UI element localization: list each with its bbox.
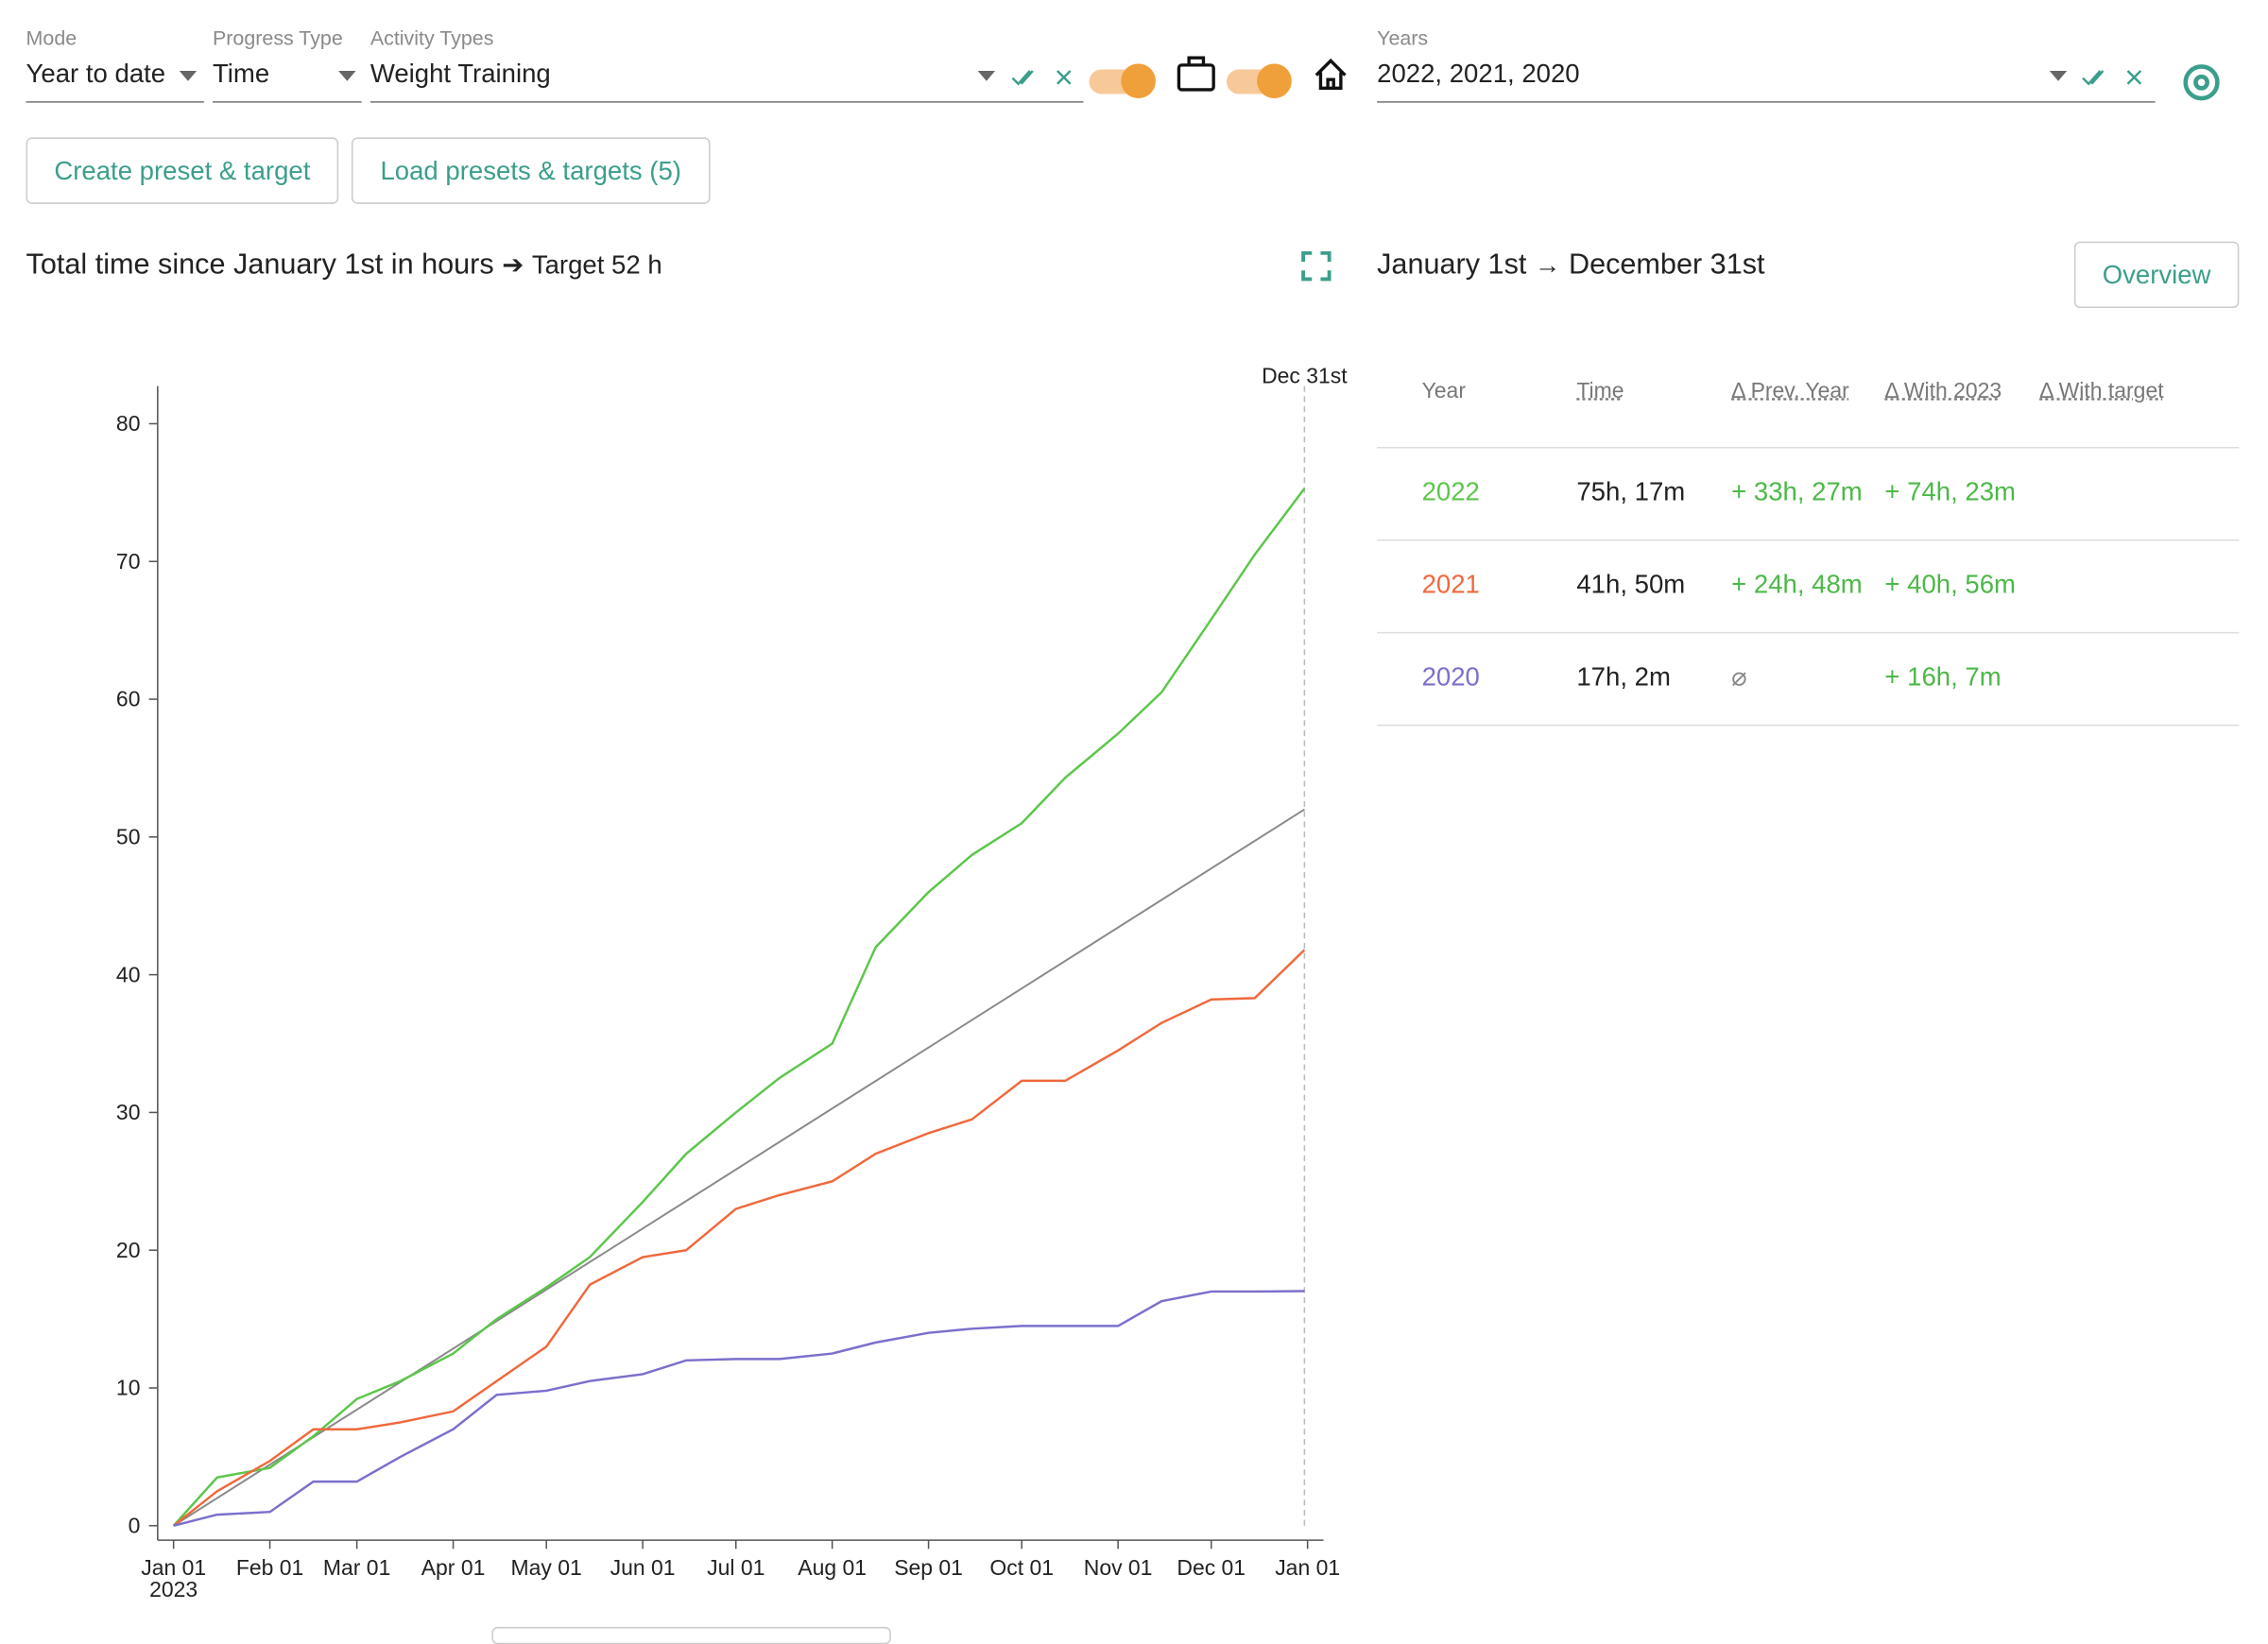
year-cell: 2022 [1422,477,1480,507]
series-line [174,488,1305,1526]
with-current-cell: + 16h, 7m [1884,662,2001,693]
y-tick-label: 40 [116,962,141,986]
overview-button[interactable]: Overview [2074,242,2239,308]
x-tick-label: Feb 01 [236,1555,303,1580]
x-tick-sublabel: 2023 [149,1577,198,1601]
panel-edge [491,1627,890,1644]
with-current-cell: + 74h, 23m [1884,477,2016,507]
x-tick-label: Oct 01 [989,1555,1054,1580]
x-tick-label: Nov 01 [1084,1555,1153,1580]
year-cell: 2021 [1422,570,1480,600]
series-line [174,1292,1305,1526]
x-tick-label: Jan 01 [1275,1555,1340,1580]
time-cell: 75h, 17m [1576,477,1685,507]
table-header: Δ With 2023 [1884,379,2002,403]
target-line [174,810,1305,1526]
prev-cell: ⌀ [1731,662,1747,693]
period: January 1st → December 31st [1377,248,1764,282]
prev-cell: + 33h, 27m [1731,477,1863,507]
x-tick-label: Jul 01 [707,1555,765,1580]
x-tick-label: Aug 01 [798,1555,867,1580]
y-tick-label: 50 [116,824,141,848]
marker-label: Dec 31st [1262,364,1348,388]
year-cell: 2020 [1422,662,1480,693]
prev-cell: + 24h, 48m [1731,570,1863,600]
x-tick-label: Mar 01 [323,1555,390,1580]
x-tick-label: May 01 [511,1555,582,1580]
period-to: December 31st [1569,248,1765,281]
y-tick-label: 30 [116,1100,141,1124]
y-tick-label: 60 [116,687,141,711]
y-tick-label: 10 [116,1376,141,1400]
table-header: Δ Prev. Year [1731,379,1849,403]
x-tick-label: Jun 01 [610,1555,676,1580]
y-tick-label: 80 [116,411,141,436]
y-tick-label: 20 [116,1238,141,1262]
y-tick-label: 0 [129,1513,141,1537]
time-cell: 41h, 50m [1576,570,1685,600]
with-current-cell: + 40h, 56m [1884,570,2016,600]
x-tick-label: Dec 01 [1177,1555,1246,1580]
x-tick-label: Apr 01 [421,1555,486,1580]
period-from: January 1st [1377,248,1526,281]
chart: 0 10 20 30 40 50 60 70 80 Jan 01 Feb 01 Mar 01 Apr 0… [0,0,1366,1635]
y-tick-label: 70 [116,549,141,574]
table-header: Year [1422,379,1466,403]
time-cell: 17h, 2m [1576,662,1671,693]
x-tick-label: Sep 01 [894,1555,963,1580]
series-line [174,950,1305,1525]
table-header: Time [1576,379,1624,403]
table-header: Δ With target [2039,379,2163,403]
